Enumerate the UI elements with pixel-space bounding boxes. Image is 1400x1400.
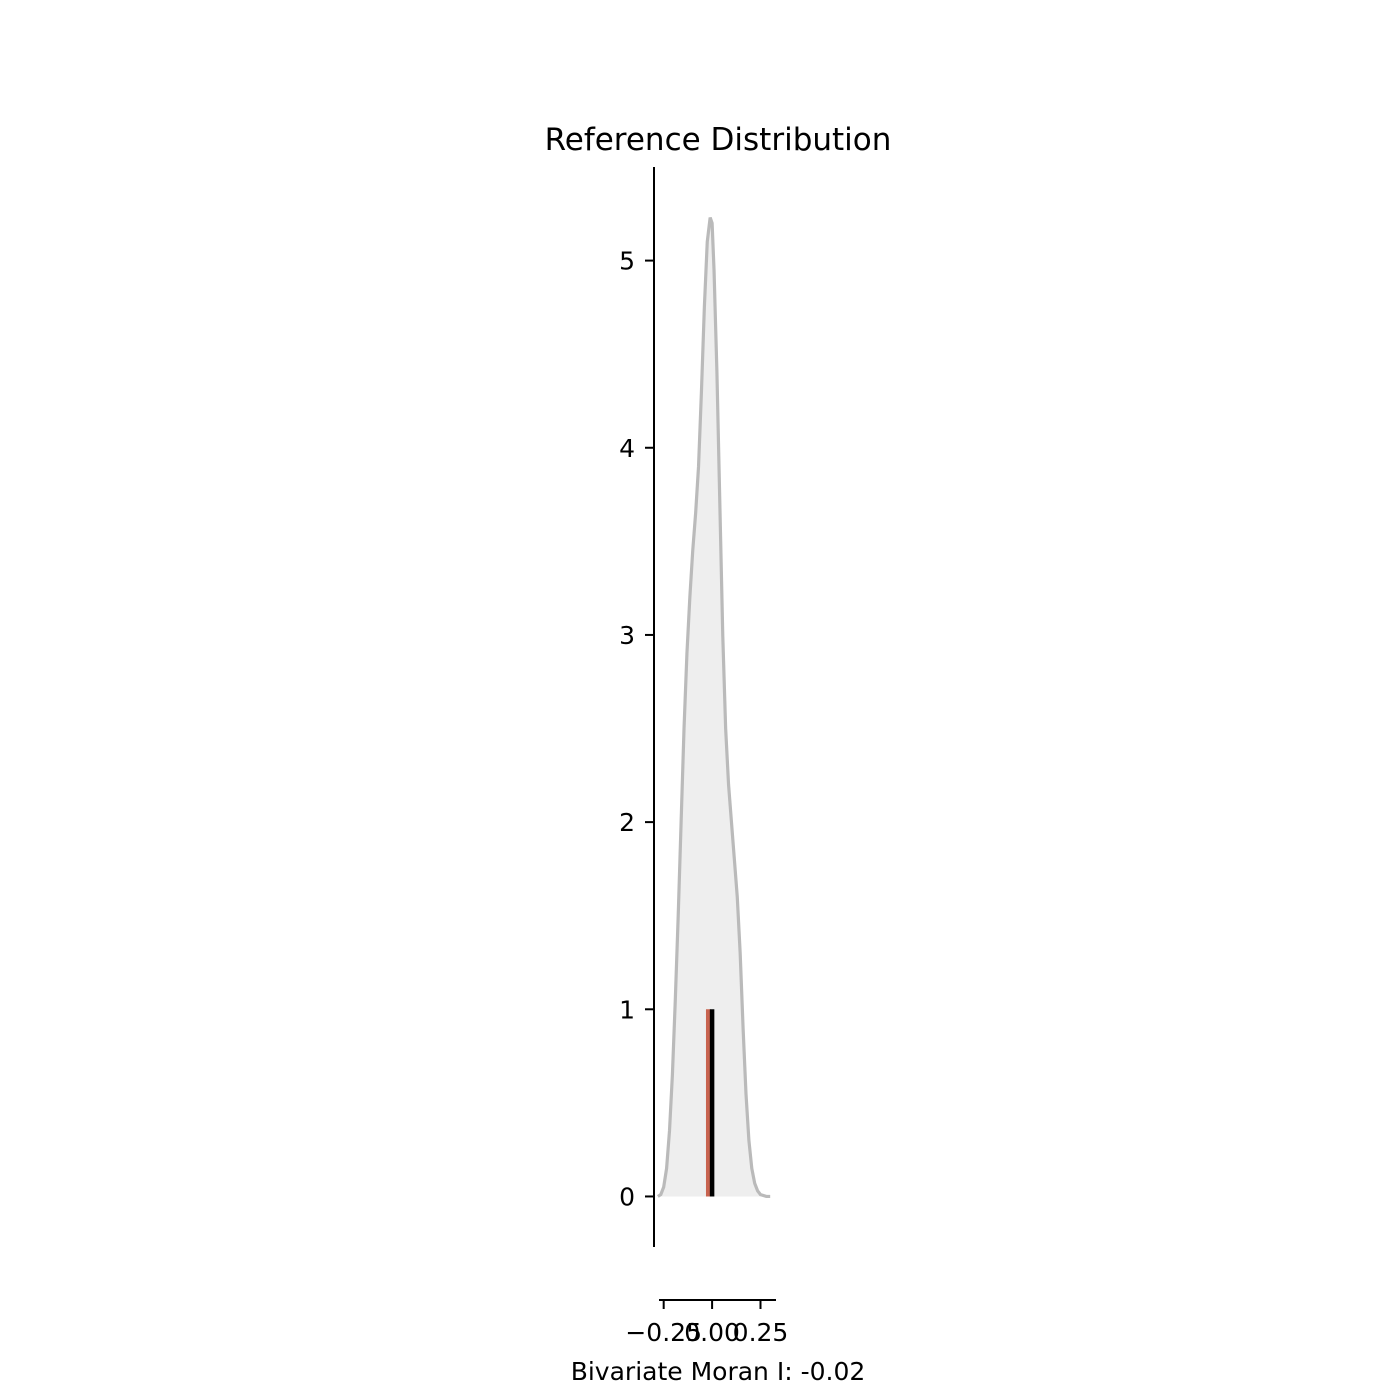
x-ticks: −0.250.000.25 bbox=[625, 1300, 788, 1347]
reference-lines bbox=[705, 1009, 715, 1197]
x-tick-label: −0.25 bbox=[625, 1318, 702, 1347]
y-ticks: 0 1 2 3 4 5 bbox=[619, 247, 654, 1211]
density-curve bbox=[657, 217, 771, 1199]
y-axis: 0 1 2 3 4 5 bbox=[619, 167, 655, 1247]
y-tick-label: 3 bbox=[619, 621, 635, 650]
y-tick-label: 5 bbox=[619, 247, 635, 276]
y-tick-label: 0 bbox=[619, 1182, 635, 1211]
plot-area bbox=[657, 217, 771, 1199]
chart-title: Reference Distribution bbox=[545, 122, 892, 158]
x-axis: −0.250.000.25 bbox=[625, 1299, 788, 1347]
x-tick-label: 0.00 bbox=[684, 1318, 740, 1347]
x-axis-label: Bivariate Moran I: -0.02 bbox=[571, 1357, 866, 1386]
x-tick-label: 0.25 bbox=[733, 1318, 789, 1347]
y-tick-label: 1 bbox=[619, 995, 635, 1024]
density-fill-area bbox=[657, 217, 771, 1197]
y-tick-label: 2 bbox=[619, 808, 635, 837]
y-tick-label: 4 bbox=[619, 434, 635, 463]
